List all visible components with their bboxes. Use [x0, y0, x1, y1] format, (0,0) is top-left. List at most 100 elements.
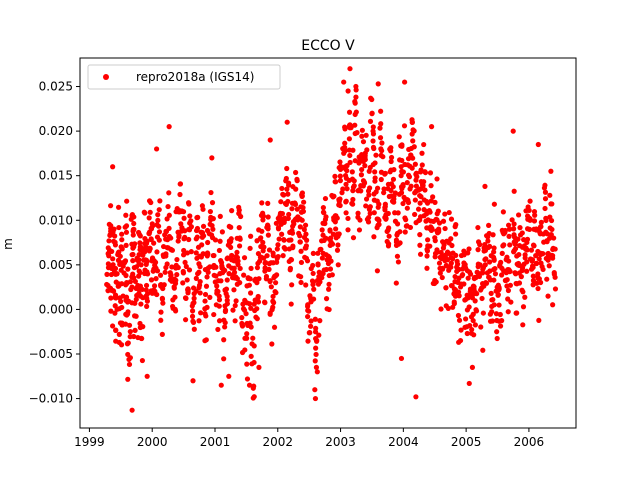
data-point — [330, 194, 336, 200]
data-point — [202, 306, 208, 312]
data-point — [193, 236, 199, 242]
data-point — [494, 335, 500, 342]
data-point — [456, 339, 462, 345]
data-point — [246, 282, 252, 288]
data-point — [394, 253, 401, 259]
data-point — [231, 265, 237, 271]
data-point — [328, 258, 334, 264]
data-point — [247, 301, 253, 307]
data-point — [225, 255, 231, 261]
data-point — [222, 267, 228, 273]
data-point — [387, 169, 393, 175]
data-point — [156, 207, 162, 213]
data-point — [286, 182, 292, 188]
data-point — [412, 211, 418, 218]
data-point — [466, 304, 472, 310]
data-point — [146, 231, 152, 237]
data-point — [151, 240, 157, 246]
data-point — [146, 198, 153, 204]
data-point — [436, 220, 443, 226]
data-point — [350, 188, 356, 194]
data-point — [378, 108, 384, 114]
data-point — [268, 284, 274, 290]
plot-area — [104, 66, 559, 413]
data-point — [403, 217, 409, 223]
x-tick-label: 2003 — [325, 435, 356, 449]
data-point — [369, 96, 375, 103]
data-point — [511, 221, 517, 227]
data-point — [308, 265, 314, 272]
data-point — [424, 265, 430, 271]
data-point — [189, 313, 196, 319]
data-point — [204, 253, 210, 259]
data-point — [411, 144, 417, 150]
data-point — [515, 262, 521, 268]
data-point — [169, 264, 175, 270]
data-point — [328, 239, 334, 245]
data-point — [301, 199, 307, 205]
data-point — [257, 258, 263, 264]
data-point — [458, 327, 464, 333]
data-point — [135, 229, 142, 236]
data-point — [405, 172, 412, 178]
data-point — [234, 249, 240, 255]
data-point — [125, 340, 131, 346]
data-point — [551, 235, 557, 241]
data-point — [344, 186, 350, 192]
data-point — [175, 238, 181, 244]
data-point — [218, 278, 224, 284]
data-point — [489, 318, 496, 324]
data-point — [370, 124, 376, 130]
data-point — [416, 187, 422, 193]
data-point — [222, 307, 229, 313]
data-point — [448, 264, 454, 270]
data-point — [349, 200, 355, 207]
data-point — [163, 251, 169, 257]
data-point — [296, 230, 302, 236]
data-point — [248, 233, 254, 239]
data-point — [311, 286, 317, 292]
data-point — [160, 300, 166, 306]
data-point — [486, 243, 493, 250]
data-point — [334, 247, 341, 253]
data-point — [228, 236, 234, 242]
data-point — [236, 243, 243, 249]
data-point — [204, 274, 210, 280]
data-point — [499, 272, 505, 278]
data-point — [285, 198, 291, 205]
data-point — [541, 185, 548, 191]
data-point — [491, 256, 497, 262]
data-point — [427, 243, 433, 249]
data-point — [432, 277, 438, 284]
data-point — [106, 238, 112, 244]
data-point — [299, 192, 305, 198]
data-point — [307, 330, 313, 336]
data-point — [119, 281, 125, 287]
data-point — [284, 165, 290, 172]
data-point — [540, 266, 546, 273]
data-point — [395, 259, 401, 265]
data-point — [382, 207, 388, 213]
data-point — [313, 351, 319, 358]
data-point — [248, 353, 254, 359]
data-point — [326, 281, 332, 287]
data-point — [208, 189, 214, 196]
data-point — [326, 286, 332, 292]
x-tick-label: 2004 — [388, 435, 419, 449]
data-point — [416, 217, 422, 224]
data-point — [312, 358, 318, 364]
data-point — [482, 241, 488, 248]
data-point — [176, 209, 183, 215]
data-point — [123, 272, 129, 279]
data-point — [418, 179, 424, 185]
data-point — [478, 324, 484, 330]
data-point — [522, 294, 528, 300]
data-point — [475, 224, 481, 231]
data-point — [157, 272, 164, 278]
data-point — [271, 324, 278, 330]
data-point — [213, 264, 219, 270]
data-point — [186, 267, 193, 273]
data-point — [507, 282, 513, 288]
data-point — [349, 169, 355, 175]
data-point — [137, 270, 143, 276]
